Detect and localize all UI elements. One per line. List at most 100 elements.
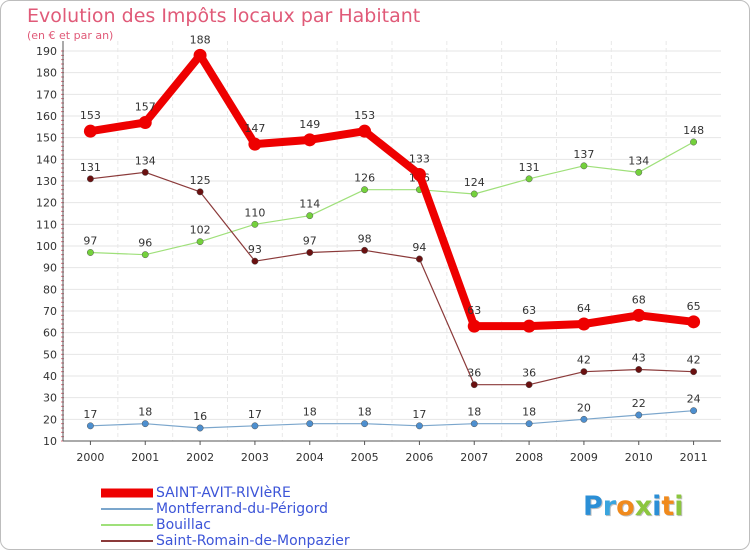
data-label: 131	[80, 161, 101, 174]
data-label: 36	[522, 367, 536, 380]
data-label: 133	[409, 153, 430, 166]
y-tick-label: 130	[36, 175, 57, 188]
data-label: 134	[135, 154, 156, 167]
data-point	[522, 319, 536, 333]
proxiti-logo: Proxiti	[583, 491, 684, 522]
legend-swatch	[101, 488, 153, 498]
logo-letter: P	[583, 491, 603, 522]
data-label: 65	[687, 300, 701, 313]
logo-letter: i	[652, 491, 662, 522]
data-label: 157	[135, 101, 156, 114]
logo-letter: t	[661, 491, 675, 522]
data-point	[412, 168, 426, 181]
legend-swatch	[101, 524, 153, 526]
logo-letter: i	[674, 491, 684, 522]
data-label: 18	[522, 406, 536, 419]
data-label: 24	[687, 393, 701, 406]
data-point	[635, 411, 643, 419]
series-line-1	[89, 410, 695, 429]
data-label: 114	[299, 198, 320, 211]
data-point	[196, 238, 204, 246]
legend-label: Bouillac	[156, 517, 211, 533]
data-label: 93	[248, 243, 262, 256]
data-label: 148	[683, 124, 704, 137]
y-tick-label: 30	[43, 392, 57, 405]
data-point	[196, 424, 204, 432]
data-label: 97	[303, 235, 317, 248]
x-tick-label: 2002	[186, 451, 214, 464]
data-label: 42	[577, 354, 591, 367]
data-label: 68	[632, 293, 646, 306]
data-point	[415, 422, 423, 430]
data-point	[470, 420, 478, 428]
data-label: 131	[519, 161, 540, 174]
data-point	[361, 246, 369, 254]
data-point	[303, 133, 317, 147]
series-line-0	[86, 51, 698, 331]
legend-label: Montferrand-du-Périgord	[156, 501, 329, 517]
data-label: 147	[244, 122, 265, 135]
data-label: 94	[412, 241, 426, 254]
x-tick-label: 2001	[131, 451, 159, 464]
data-label: 134	[628, 154, 649, 167]
data-point	[690, 407, 698, 415]
data-label: 137	[573, 148, 594, 161]
x-tick-label: 2010	[625, 451, 653, 464]
y-tick-label: 120	[36, 197, 57, 210]
data-label: 42	[687, 354, 701, 367]
y-tick-label: 70	[43, 305, 57, 318]
data-label: 110	[244, 206, 265, 219]
x-tick-label: 2003	[241, 451, 269, 464]
data-point	[632, 308, 646, 322]
logo-letter: r	[602, 491, 617, 522]
y-tick-label: 170	[36, 88, 57, 101]
data-label: 97	[83, 235, 97, 248]
y-tick-label: 180	[36, 67, 57, 80]
data-label: 153	[354, 109, 375, 122]
x-tick-label: 2005	[351, 451, 379, 464]
data-label: 18	[358, 406, 372, 419]
data-point	[86, 175, 94, 183]
data-label: 126	[354, 172, 375, 185]
y-tick-label: 150	[36, 132, 57, 145]
data-point	[525, 175, 533, 183]
data-point	[86, 249, 94, 256]
y-tick-label: 40	[43, 370, 57, 383]
data-label: 18	[467, 406, 481, 419]
x-tick-label: 2008	[515, 451, 543, 464]
y-tick-label: 160	[36, 110, 57, 123]
data-label: 63	[522, 304, 536, 317]
data-label: 17	[412, 408, 426, 421]
data-point	[86, 422, 94, 430]
y-tick-label: 100	[36, 240, 57, 253]
data-label: 98	[358, 232, 372, 245]
y-tick-label: 60	[43, 327, 57, 340]
data-point	[251, 422, 259, 430]
data-point	[361, 420, 369, 428]
legend-label: Saint-Romain-de-Monpazier	[156, 533, 350, 549]
chart-subtitle: (en € et par an)	[27, 29, 114, 42]
data-point	[306, 212, 314, 220]
data-point	[580, 368, 588, 376]
data-point	[196, 188, 204, 196]
y-tick-label: 80	[43, 283, 57, 296]
y-tick-label: 20	[43, 413, 57, 426]
logo-letter: x	[634, 491, 653, 522]
data-point	[358, 124, 372, 138]
data-point	[141, 168, 149, 176]
data-point	[580, 415, 588, 423]
data-point	[306, 249, 314, 256]
logo-letter: o	[616, 491, 635, 522]
data-label: 63	[467, 304, 481, 317]
data-point	[306, 420, 314, 428]
series-line-2	[89, 141, 695, 256]
data-point	[138, 116, 152, 129]
y-tick-label: 190	[36, 45, 57, 58]
data-label: 17	[83, 408, 97, 421]
data-point	[193, 48, 207, 62]
data-label: 149	[299, 118, 320, 131]
y-tick-label: 10	[43, 435, 57, 448]
data-point	[525, 381, 533, 389]
data-point	[141, 420, 149, 428]
